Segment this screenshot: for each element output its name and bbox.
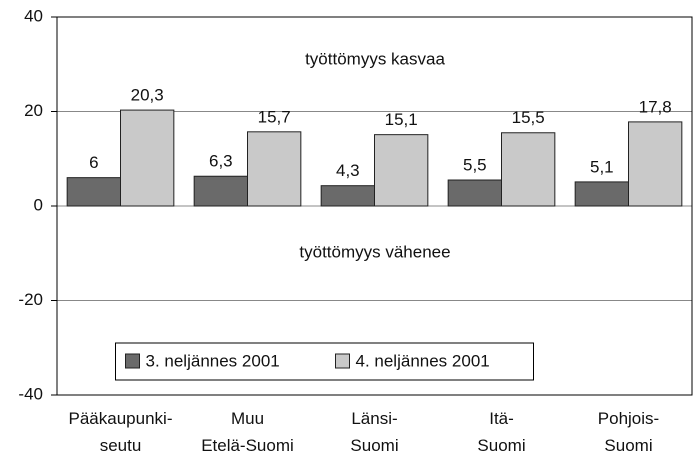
data-label: 20,3	[131, 86, 164, 105]
bar	[501, 132, 556, 207]
x-tick-label: Pääkaupunki-seutu	[69, 409, 173, 455]
data-label: 15,5	[512, 108, 545, 127]
data-label: 15,1	[385, 110, 418, 129]
bar	[447, 179, 503, 207]
data-label: 5,1	[590, 157, 614, 176]
data-label: 17,8	[639, 97, 672, 116]
x-tick-label: Pohjois-Suomi	[598, 409, 659, 455]
x-tick-label: Itä-Suomi	[477, 409, 525, 455]
bar	[247, 131, 302, 207]
bar	[574, 181, 629, 207]
legend-swatch	[335, 353, 350, 369]
y-tick-label: 0	[34, 195, 43, 214]
y-tick-label: -20	[18, 290, 43, 309]
data-label: 5,5	[463, 155, 487, 174]
legend-label: 4. neljännes 2001	[356, 351, 490, 370]
data-label: 15,7	[258, 107, 291, 126]
legend-box	[115, 342, 534, 381]
bar	[628, 121, 683, 207]
data-label: 6	[89, 153, 98, 172]
legend-label: 3. neljännes 2001	[146, 351, 280, 370]
bar	[374, 134, 429, 207]
x-tick-label: Muu Etelä-Suomi	[201, 409, 294, 455]
annotation: työttömyys kasvaa	[305, 49, 445, 68]
data-label: 6,3	[209, 152, 233, 171]
bar	[320, 185, 376, 207]
plot-frame	[56, 16, 693, 396]
bar	[66, 177, 122, 207]
data-label: 4,3	[336, 161, 360, 180]
bar	[193, 175, 249, 207]
legend-swatch	[125, 353, 140, 369]
y-tick-label: 20	[24, 101, 43, 120]
y-tick-label: 40	[24, 6, 43, 25]
y-tick-label: -40	[18, 384, 43, 403]
bar	[120, 109, 175, 207]
annotation: työttömyys vähenee	[299, 242, 450, 261]
x-tick-label: Länsi-Suomi	[350, 409, 398, 455]
